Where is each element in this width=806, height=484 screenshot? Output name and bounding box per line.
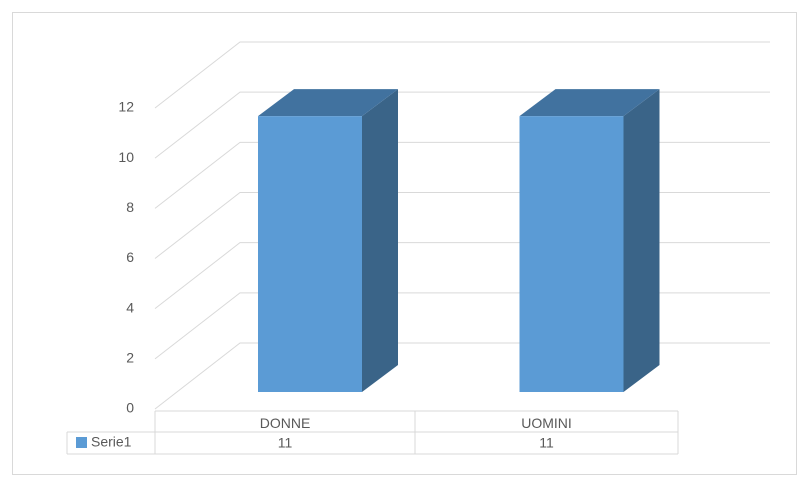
bar-top [519,89,660,117]
bar [258,89,398,392]
chart-area [12,12,797,475]
x-tick-label: UOMINI [521,415,572,431]
bar-front [519,116,624,392]
y-tick-label: 0 [126,400,134,416]
grid-line [154,41,770,109]
table-value: 11 [278,435,293,451]
y-tick-label: 4 [126,299,134,315]
table-value: 11 [539,435,554,451]
bar-side [362,89,398,392]
legend-swatch [76,437,87,448]
x-tick-label: DONNE [260,415,311,431]
y-tick-label: 2 [126,350,134,366]
bar [519,89,660,392]
y-tick-label: 6 [126,249,134,265]
y-tick-label: 10 [118,149,134,165]
bar-top [258,89,398,117]
y-tick-label: 8 [126,199,134,215]
bar-front [258,116,362,392]
y-tick-label: 12 [118,99,134,115]
legend-label: Serie1 [91,434,132,450]
bar-side [623,89,660,392]
